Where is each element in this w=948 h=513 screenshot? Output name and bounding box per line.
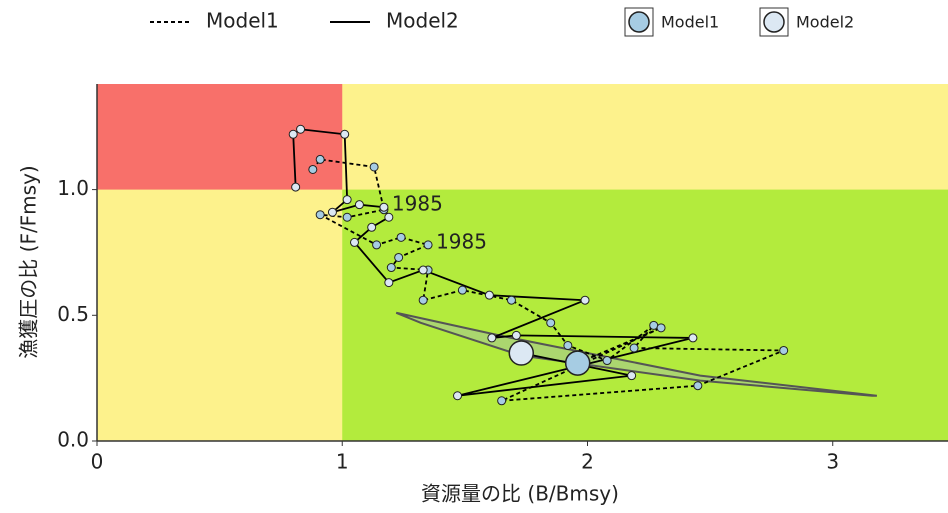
point [384,212,394,222]
x-tick-label: 0 [91,450,104,474]
point [372,240,382,250]
point [296,124,306,134]
point [629,343,639,353]
legend-label: Model2 [386,9,459,33]
y-tick-label: 1.0 [57,176,89,200]
point [342,195,352,205]
zone-red [97,84,343,190]
point [484,290,494,300]
point [656,323,666,333]
point [688,333,698,343]
point [627,371,637,381]
annotation: 1985 [436,229,487,253]
y-axis-label: 漁獲圧の比 (F/Fmsy) [17,165,41,358]
legend-label: Model1 [661,13,719,32]
legend-point [763,11,785,33]
final-point [564,350,591,376]
point [288,129,298,139]
point [602,356,612,366]
zone-green [342,189,948,441]
legend-label: Model2 [796,13,854,32]
point [369,162,379,172]
point [457,285,467,295]
x-tick-label: 2 [581,450,594,474]
point [379,202,389,212]
point [350,237,360,247]
y-tick-label: 0.0 [57,428,89,452]
legend-point [628,11,650,33]
point [386,263,396,273]
point [649,320,659,330]
point [327,207,337,217]
point [315,154,325,164]
point [779,345,789,355]
x-tick-label: 3 [826,450,839,474]
point [453,391,463,401]
annotation: 1985 [392,192,443,216]
point [315,210,325,220]
point [367,222,377,232]
point [497,396,507,406]
x-tick-label: 1 [336,450,349,474]
point [418,265,428,275]
point [342,212,352,222]
point [423,240,433,250]
point [396,232,406,242]
y-tick-label: 0.5 [57,302,89,326]
legend-label: Model1 [206,9,279,33]
point [308,164,318,174]
point [340,129,350,139]
point [354,200,364,210]
point [291,182,301,192]
point [418,295,428,305]
point [487,333,497,343]
point [384,278,394,288]
point [394,252,404,262]
point [693,381,703,391]
point [563,340,573,350]
final-point [508,340,535,366]
x-axis-label: 資源量の比 (B/Bmsy) [421,482,619,506]
point [511,330,521,340]
point [580,295,590,305]
point [546,318,556,328]
point [506,295,516,305]
